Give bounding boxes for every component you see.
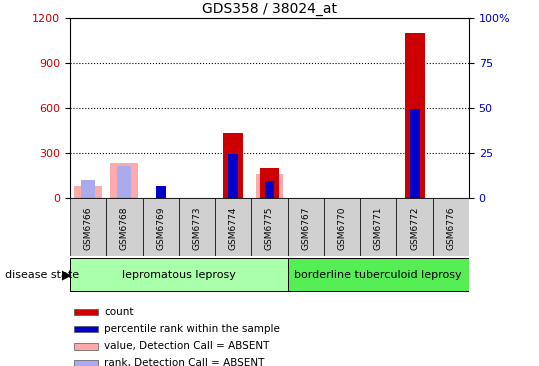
Bar	[70, 198, 106, 256]
Bar	[74, 343, 98, 350]
Text: borderline tuberculoid leprosy: borderline tuberculoid leprosy	[294, 269, 462, 280]
Text: value, Detection Call = ABSENT: value, Detection Call = ABSENT	[104, 341, 270, 351]
Bar	[251, 198, 288, 256]
Text: GSM6771: GSM6771	[374, 206, 383, 250]
Bar	[143, 198, 179, 256]
Bar	[110, 163, 139, 198]
Bar	[288, 198, 324, 256]
Text: GSM6773: GSM6773	[192, 206, 202, 250]
Bar	[106, 198, 143, 256]
Bar	[118, 166, 132, 198]
Text: GSM6767: GSM6767	[301, 206, 310, 250]
Text: count: count	[104, 307, 134, 317]
Bar	[288, 258, 469, 291]
Text: disease state: disease state	[5, 269, 80, 280]
Title: GDS358 / 38024_at: GDS358 / 38024_at	[202, 2, 337, 16]
Text: GSM6766: GSM6766	[84, 206, 93, 250]
Bar	[74, 309, 98, 315]
Bar	[74, 326, 98, 332]
Text: ▶: ▶	[62, 268, 72, 281]
Bar	[405, 33, 425, 198]
Text: percentile rank within the sample: percentile rank within the sample	[104, 324, 280, 334]
Text: rank, Detection Call = ABSENT: rank, Detection Call = ABSENT	[104, 358, 264, 366]
Text: GSM6774: GSM6774	[229, 206, 238, 250]
Text: GSM6775: GSM6775	[265, 206, 274, 250]
Bar	[265, 181, 274, 198]
Text: GSM6776: GSM6776	[446, 206, 455, 250]
Bar	[260, 168, 279, 198]
Bar	[179, 198, 215, 256]
Bar	[396, 198, 433, 256]
Bar	[156, 186, 165, 198]
Bar	[228, 154, 238, 198]
Bar	[255, 175, 284, 198]
Text: GSM6770: GSM6770	[337, 206, 347, 250]
Text: GSM6772: GSM6772	[410, 206, 419, 250]
Bar	[410, 109, 419, 198]
Bar	[324, 198, 360, 256]
Bar	[74, 186, 102, 198]
Bar	[223, 133, 243, 198]
Bar	[360, 198, 396, 256]
Text: lepromatous leprosy: lepromatous leprosy	[122, 269, 236, 280]
Bar	[70, 258, 288, 291]
Text: GSM6768: GSM6768	[120, 206, 129, 250]
Bar	[74, 360, 98, 366]
Bar	[81, 180, 95, 198]
Bar	[433, 198, 469, 256]
Bar	[215, 198, 251, 256]
Text: GSM6769: GSM6769	[156, 206, 165, 250]
